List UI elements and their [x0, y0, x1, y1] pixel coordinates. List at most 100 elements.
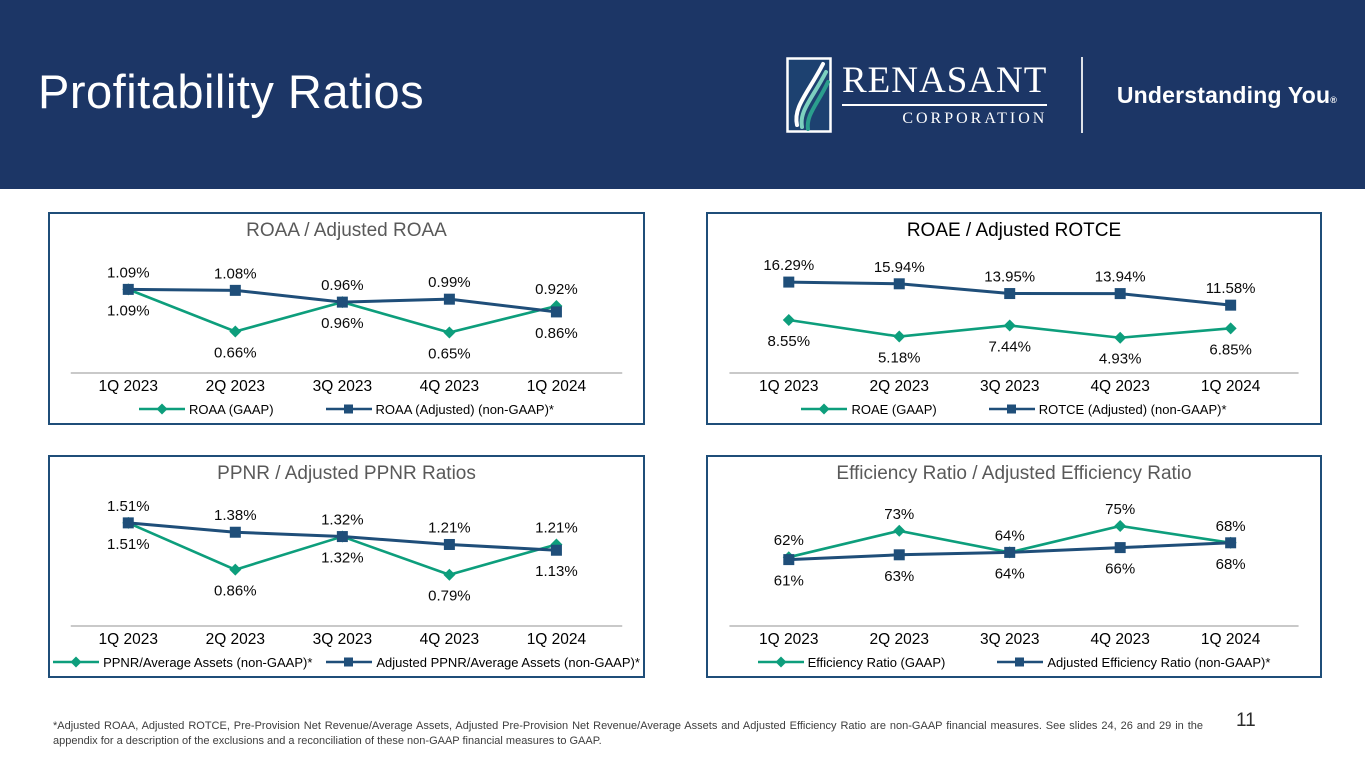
brand-divider: [1081, 57, 1083, 133]
svg-text:73%: 73%: [884, 506, 914, 523]
svg-text:1Q 2024: 1Q 2024: [1201, 378, 1261, 395]
svg-text:4Q 2023: 4Q 2023: [1090, 378, 1149, 395]
brand-subname: CORPORATION: [902, 110, 1048, 127]
green-diamond-legend-icon: [801, 402, 848, 416]
svg-text:2Q 2023: 2Q 2023: [870, 631, 929, 648]
svg-text:1Q 2024: 1Q 2024: [1201, 631, 1261, 648]
chart-panel-ppnr: PPNR / Adjusted PPNR Ratios 1Q 2023 2Q 20…: [48, 455, 645, 678]
svg-text:64%: 64%: [995, 565, 1025, 582]
chart-legend-roae: ROAE (GAAP) ROTCE (Adjusted) (non-GAAP)*: [708, 395, 1320, 423]
brand-tagline: Understanding You®: [1116, 81, 1338, 108]
navy-square-legend-icon: [997, 655, 1044, 669]
chart-title-efficiency: Efficiency Ratio / Adjusted Efficiency R…: [836, 463, 1192, 484]
svg-text:64%: 64%: [995, 527, 1025, 544]
chart-title-roae: ROAE / Adjusted ROTCE: [906, 220, 1122, 241]
svg-text:2Q 2023: 2Q 2023: [206, 631, 265, 648]
legend-item: ROTCE (Adjusted) (non-GAAP)*: [988, 402, 1227, 417]
svg-text:1Q 2023: 1Q 2023: [99, 378, 158, 395]
slide-header: Profitability Ratios RENASANT CORPORATIO…: [0, 0, 1365, 189]
svg-text:1.09%: 1.09%: [107, 264, 150, 281]
svg-text:1.38%: 1.38%: [214, 507, 257, 524]
svg-text:61%: 61%: [774, 573, 804, 590]
green-diamond-legend-icon: [757, 655, 804, 669]
green-diamond-legend-icon: [139, 402, 185, 416]
svg-text:75%: 75%: [1105, 501, 1135, 518]
svg-text:1Q 2024: 1Q 2024: [527, 631, 587, 648]
legend-item: Efficiency Ratio (GAAP): [757, 655, 945, 670]
svg-text:16.29%: 16.29%: [763, 257, 814, 274]
svg-text:3Q 2023: 3Q 2023: [313, 631, 372, 648]
svg-text:2Q 2023: 2Q 2023: [870, 378, 929, 395]
green-diamond-legend-icon: [53, 655, 100, 669]
svg-text:3Q 2023: 3Q 2023: [980, 378, 1039, 395]
svg-text:0.96%: 0.96%: [321, 315, 364, 332]
legend-item: ROAA (GAAP): [139, 402, 274, 417]
svg-text:68%: 68%: [1216, 518, 1246, 535]
svg-text:1Q 2023: 1Q 2023: [759, 378, 818, 395]
svg-text:1.51%: 1.51%: [107, 536, 150, 553]
renasant-leaf-logo-icon: [786, 57, 832, 133]
svg-text:0.86%: 0.86%: [214, 583, 257, 600]
svg-text:1.21%: 1.21%: [535, 519, 578, 536]
svg-text:1.09%: 1.09%: [107, 302, 150, 319]
chart-legend-efficiency: Efficiency Ratio (GAAP) Adjusted Efficie…: [708, 648, 1320, 676]
chart-legend-roaa: ROAA (GAAP) ROAA (Adjusted) (non-GAAP)*: [50, 395, 643, 423]
svg-text:1.08%: 1.08%: [214, 265, 257, 282]
svg-text:4Q 2023: 4Q 2023: [1090, 631, 1149, 648]
navy-square-legend-icon: [326, 655, 373, 669]
chart-panel-roaa: ROAA / Adjusted ROAA 1Q 2023 2Q 2023 3Q 20…: [48, 212, 645, 425]
svg-text:1.32%: 1.32%: [321, 550, 364, 567]
chart-panel-roae: ROAE / Adjusted ROTCE 1Q 2023 2Q 2023 3Q 2…: [706, 212, 1322, 425]
svg-text:7.44%: 7.44%: [988, 338, 1031, 355]
svg-text:1.51%: 1.51%: [107, 498, 150, 515]
footnote: *Adjusted ROAA, Adjusted ROTCE, Pre-Prov…: [53, 720, 1203, 747]
roae-line-chart: 1Q 2023 2Q 2023 3Q 2023 4Q 2023 1Q 2024 8.55%…: [729, 257, 1299, 395]
svg-text:13.94%: 13.94%: [1095, 269, 1146, 286]
brand-name: RENASANT: [842, 62, 1048, 106]
svg-text:0.99%: 0.99%: [428, 274, 471, 291]
page-number: 11: [1236, 710, 1256, 731]
chart-legend-ppnr: PPNR/Average Assets (non-GAAP)* Adjusted…: [50, 648, 643, 676]
svg-text:13.95%: 13.95%: [984, 269, 1035, 286]
legend-item: ROAE (GAAP): [801, 402, 937, 417]
svg-text:66%: 66%: [1105, 561, 1135, 578]
svg-text:0.66%: 0.66%: [214, 345, 257, 362]
chart-title-roaa: ROAA / Adjusted ROAA: [246, 220, 447, 241]
svg-text:0.92%: 0.92%: [535, 281, 578, 298]
svg-text:63%: 63%: [884, 568, 914, 585]
brand-lockup: RENASANT CORPORATION Understanding You®: [786, 57, 1337, 133]
svg-text:0.96%: 0.96%: [321, 277, 364, 294]
svg-text:4Q 2023: 4Q 2023: [420, 631, 479, 648]
svg-text:68%: 68%: [1216, 556, 1246, 573]
registered-mark: ®: [1330, 94, 1338, 105]
svg-text:0.79%: 0.79%: [428, 588, 471, 605]
svg-text:3Q 2023: 3Q 2023: [980, 631, 1039, 648]
svg-text:1Q 2024: 1Q 2024: [527, 378, 587, 395]
ppnr-line-chart: 1Q 2023 2Q 2023 3Q 2023 4Q 2023 1Q 2024 1.51%…: [70, 498, 623, 648]
svg-text:8.55%: 8.55%: [768, 333, 811, 350]
brand-wordmark: RENASANT CORPORATION: [842, 62, 1048, 128]
roaa-line-chart: 1Q 2023 2Q 2023 3Q 2023 4Q 2023 1Q 2024 1.09%…: [70, 264, 623, 395]
svg-text:0.65%: 0.65%: [428, 346, 471, 363]
chart-panel-efficiency: Efficiency Ratio / Adjusted Efficiency R…: [706, 455, 1322, 678]
svg-text:15.94%: 15.94%: [874, 259, 925, 276]
svg-text:2Q 2023: 2Q 2023: [206, 378, 265, 395]
svg-text:1Q 2023: 1Q 2023: [759, 631, 818, 648]
page-title: Profitability Ratios: [38, 65, 425, 118]
legend-item: Adjusted Efficiency Ratio (non-GAAP)*: [997, 655, 1270, 670]
svg-text:1.21%: 1.21%: [428, 519, 471, 536]
svg-text:6.85%: 6.85%: [1209, 341, 1252, 358]
navy-square-legend-icon: [325, 402, 372, 416]
svg-text:3Q 2023: 3Q 2023: [313, 378, 372, 395]
legend-item: Adjusted PPNR/Average Assets (non-GAAP)*: [326, 655, 640, 670]
svg-text:0.86%: 0.86%: [535, 325, 578, 342]
svg-text:4.93%: 4.93%: [1099, 351, 1142, 368]
legend-item: PPNR/Average Assets (non-GAAP)*: [53, 655, 312, 670]
svg-text:1.13%: 1.13%: [535, 563, 578, 580]
svg-text:1Q 2023: 1Q 2023: [99, 631, 158, 648]
legend-item: ROAA (Adjusted) (non-GAAP)*: [325, 402, 554, 417]
efficiency-line-chart: 1Q 2023 2Q 2023 3Q 2023 4Q 2023 1Q 2024 62% 61…: [729, 501, 1299, 648]
navy-square-legend-icon: [988, 402, 1035, 416]
svg-text:4Q 2023: 4Q 2023: [420, 378, 479, 395]
